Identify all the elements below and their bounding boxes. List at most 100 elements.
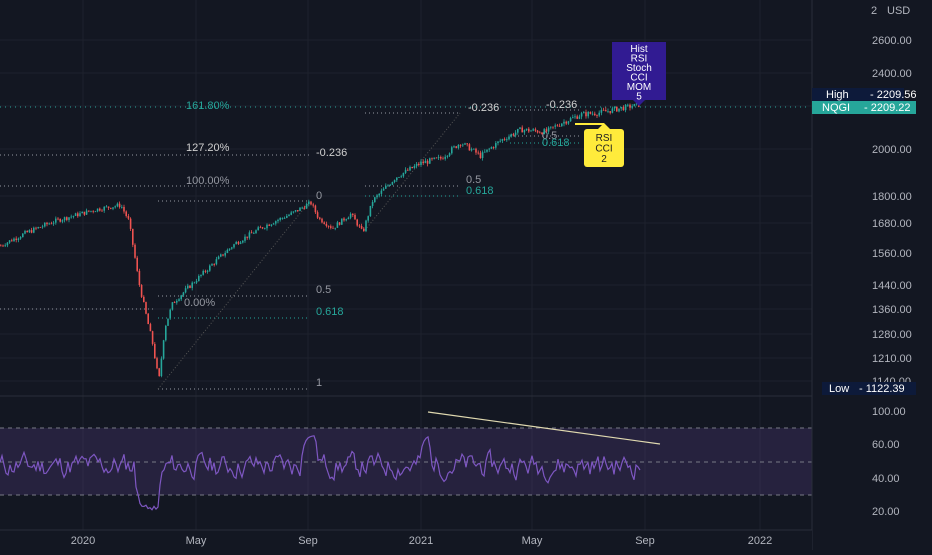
candle-body bbox=[193, 282, 196, 284]
candle-body bbox=[242, 240, 244, 243]
candle-body bbox=[561, 123, 563, 127]
candle-body bbox=[532, 129, 534, 131]
candle-body bbox=[259, 227, 262, 229]
candle-body bbox=[545, 129, 548, 132]
candle-body bbox=[572, 117, 574, 119]
candle-body bbox=[473, 148, 475, 150]
rsi-tick-label: 60.00 bbox=[872, 439, 900, 451]
rsi-tick-label: 20.00 bbox=[872, 506, 900, 518]
candle-body bbox=[235, 241, 237, 245]
fib-left-label: 161.80% bbox=[186, 100, 230, 112]
candle-body bbox=[629, 104, 631, 108]
fib-level-label: 0.5 bbox=[542, 130, 557, 142]
candle-body bbox=[327, 225, 330, 227]
candle-body bbox=[17, 238, 20, 240]
candle-body bbox=[209, 265, 211, 271]
candle-body bbox=[92, 210, 94, 212]
candle-body bbox=[233, 244, 235, 248]
candle-body bbox=[543, 129, 545, 135]
candle-body bbox=[301, 207, 303, 209]
candle-body bbox=[585, 112, 587, 117]
candle-body bbox=[132, 228, 134, 245]
candle-body bbox=[4, 245, 6, 247]
candle-body bbox=[420, 161, 422, 166]
purple-marker-box bbox=[612, 42, 666, 100]
candle-body bbox=[189, 285, 191, 288]
candle-body bbox=[88, 210, 90, 212]
candle-body bbox=[123, 206, 125, 212]
price-tick-label: 1680.00 bbox=[872, 218, 912, 230]
candle-body bbox=[68, 217, 70, 220]
candle-body bbox=[600, 109, 603, 113]
candle-body bbox=[6, 242, 9, 246]
candle-body bbox=[213, 264, 215, 265]
candle-body bbox=[554, 125, 556, 127]
candle-body bbox=[481, 152, 484, 159]
candle-body bbox=[411, 166, 413, 169]
price-tick-label: 1560.00 bbox=[872, 248, 912, 260]
price-tick-label: 1280.00 bbox=[872, 329, 912, 341]
candle-body bbox=[550, 126, 552, 128]
candle-body bbox=[358, 225, 361, 227]
candle-body bbox=[277, 219, 279, 222]
candle-body bbox=[180, 295, 182, 300]
candle-body bbox=[347, 217, 350, 220]
candle-body bbox=[325, 223, 328, 226]
candle-body bbox=[444, 156, 446, 159]
candle-body bbox=[154, 343, 156, 359]
candle-body bbox=[433, 157, 435, 159]
candle-body bbox=[165, 325, 167, 341]
price-tick-label: 1360.00 bbox=[872, 304, 912, 316]
yellow-marker-pointer bbox=[598, 123, 610, 129]
candle-body bbox=[173, 302, 176, 304]
rsi-tick-label: 40.00 bbox=[872, 473, 900, 485]
candle-body bbox=[451, 147, 453, 154]
low-label-value: - 1122.39 bbox=[859, 383, 905, 395]
candle-body bbox=[129, 218, 132, 229]
rsi-panel bbox=[0, 395, 932, 511]
fib-level-label: 0.5 bbox=[466, 174, 481, 186]
candle-body bbox=[479, 152, 482, 159]
candle-body bbox=[605, 110, 607, 112]
candle-body bbox=[226, 249, 229, 253]
candle-body bbox=[613, 106, 616, 109]
candle-body bbox=[488, 148, 490, 150]
candle-body bbox=[215, 259, 218, 265]
candle-body bbox=[594, 113, 596, 116]
candle-body bbox=[220, 254, 222, 257]
candle-body bbox=[198, 275, 200, 282]
currency-label: USD bbox=[887, 5, 910, 17]
candle-body bbox=[490, 147, 493, 149]
candle-body bbox=[514, 132, 517, 136]
fib-trend-line bbox=[157, 200, 311, 390]
fib-level-label: 1 bbox=[316, 377, 322, 389]
candle-body bbox=[134, 244, 136, 258]
candle-body bbox=[336, 222, 339, 228]
yellow-marker-text: RSI bbox=[596, 133, 613, 144]
candle-body bbox=[369, 205, 372, 217]
candle-body bbox=[602, 109, 605, 111]
candle-body bbox=[453, 146, 455, 148]
candle-body bbox=[90, 210, 92, 212]
candle-body bbox=[492, 147, 495, 148]
last-price-bg bbox=[812, 101, 916, 114]
candle-body bbox=[35, 227, 37, 229]
candle-body bbox=[422, 161, 424, 164]
purple-marker-text: CCI bbox=[630, 73, 647, 84]
candle-body bbox=[237, 241, 240, 244]
high-label-value: - 2209.56 bbox=[870, 89, 916, 101]
candle-body bbox=[156, 358, 158, 369]
candle-body bbox=[534, 129, 537, 131]
candle-body bbox=[402, 172, 405, 177]
candle-body bbox=[187, 285, 189, 289]
candle-body bbox=[46, 222, 48, 225]
fib-level-label: 0.5 bbox=[316, 284, 331, 296]
purple-marker-text: 5 bbox=[636, 92, 642, 103]
price-candles bbox=[0, 102, 640, 378]
time-tick-label: Sep bbox=[298, 535, 318, 547]
